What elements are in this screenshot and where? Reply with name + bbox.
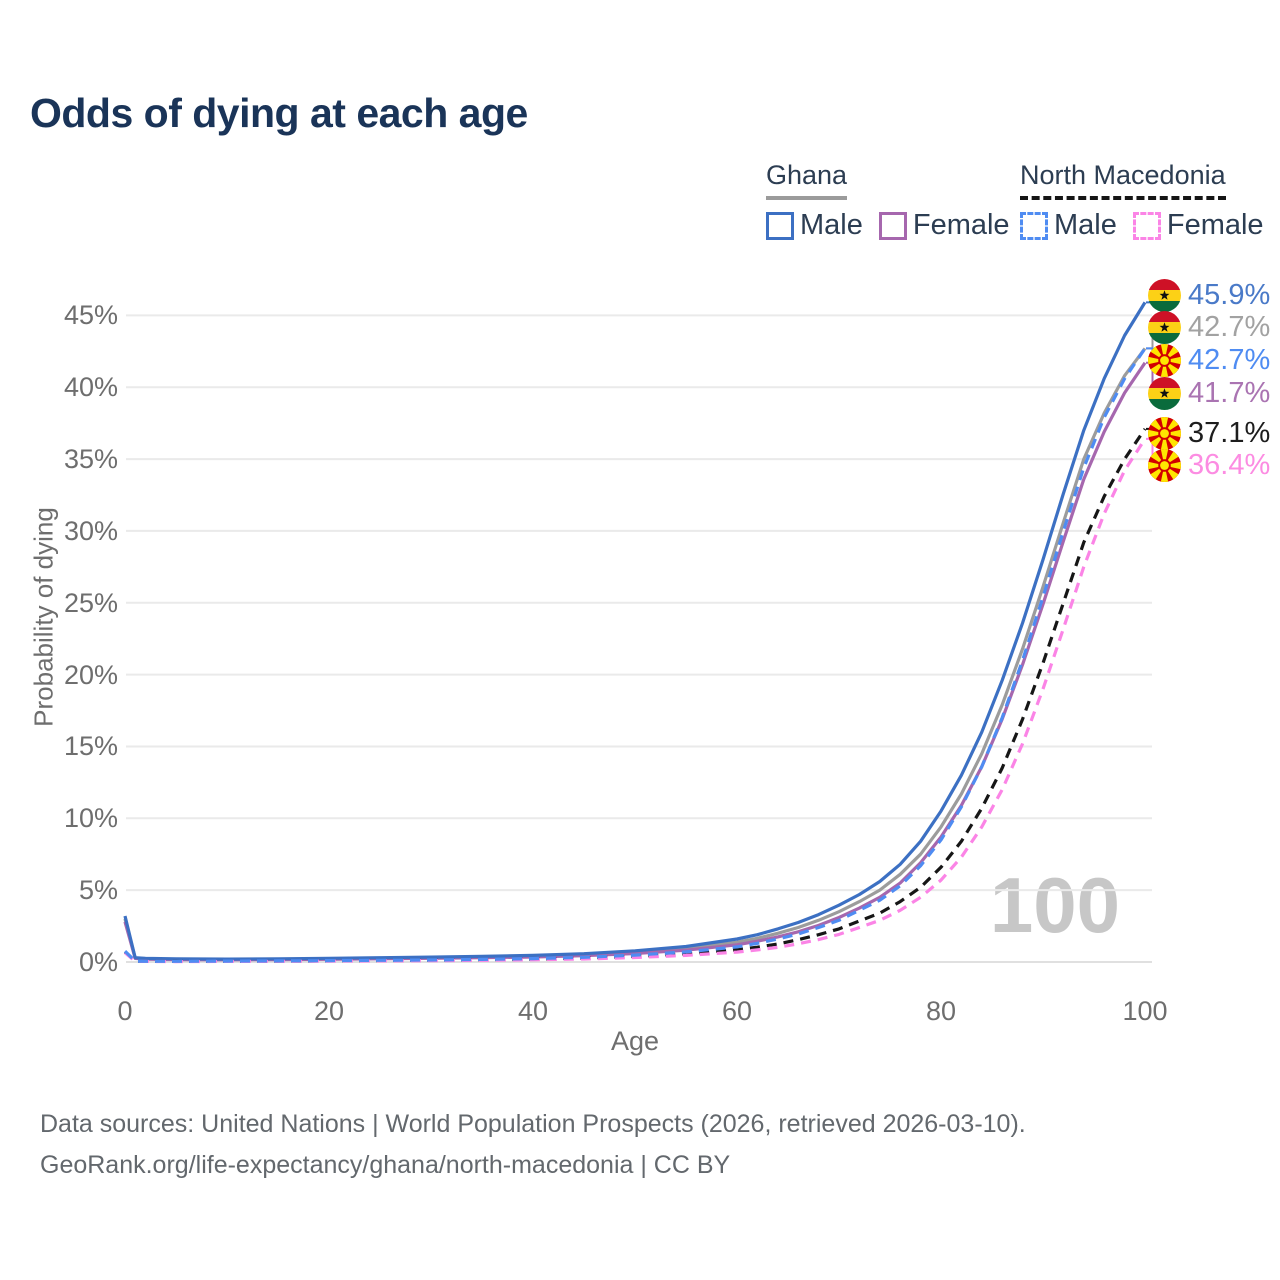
age-counter-watermark: 100 xyxy=(989,861,1120,949)
series-line-ghana-both-sexes[interactable] xyxy=(123,347,1147,962)
y-tick-label: 20% xyxy=(63,659,118,690)
series-line-north-macedonia-male[interactable] xyxy=(123,347,1147,963)
x-tick-label: 20 xyxy=(313,996,345,1026)
north-macedonia-male-swatch-icon xyxy=(1020,211,1048,240)
y-tick-label: 0% xyxy=(78,947,118,977)
legend-group-ghana: Ghana Male Female xyxy=(766,160,1010,242)
north-macedonia-flag-icon xyxy=(1148,343,1181,377)
legend-label: Male xyxy=(800,209,863,241)
end-value: 42.7% xyxy=(1188,310,1271,343)
legend-label: Female xyxy=(1166,209,1264,241)
page-title: Odds of dying at each age xyxy=(30,90,528,136)
legend-header-north-macedonia: North Macedonia xyxy=(1020,160,1226,200)
end-label-north-macedonia-both: 37.1% xyxy=(1148,416,1270,450)
end-label-ghana-female: 41.7% xyxy=(1148,376,1270,410)
footer-data-sources: Data sources: United Nations | World Pop… xyxy=(40,1110,1026,1138)
legend-label: Male xyxy=(1054,209,1117,241)
end-value: 45.9% xyxy=(1188,278,1271,311)
end-label-north-macedonia-female: 36.4% xyxy=(1148,448,1270,482)
legend-item-ghana-male[interactable]: Male xyxy=(766,209,863,242)
legend-label: Female xyxy=(912,209,1010,241)
legend-header-ghana: Ghana xyxy=(766,160,848,200)
x-axis-title: Age xyxy=(610,1026,660,1056)
y-tick-label: 35% xyxy=(63,444,118,475)
legend-item-north-macedonia-male[interactable]: Male xyxy=(1020,209,1117,242)
y-tick-label: 30% xyxy=(63,515,118,546)
legend-item-north-macedonia-female[interactable]: Female xyxy=(1132,209,1264,242)
ghana-female-swatch-icon xyxy=(878,211,907,240)
north-macedonia-flag-icon xyxy=(1148,448,1181,482)
y-tick-label: 10% xyxy=(63,803,118,834)
y-tick-label: 45% xyxy=(63,300,118,331)
y-tick-label: 40% xyxy=(63,372,118,403)
x-tick-label: 80 xyxy=(925,996,957,1026)
series-line-ghana-male[interactable] xyxy=(123,301,1147,961)
series-line-ghana-female[interactable] xyxy=(123,361,1147,962)
legend-group-north-macedonia: North Macedonia Male Female xyxy=(1020,160,1264,242)
footer: Data sources: United Nations | World Pop… xyxy=(40,1104,1026,1186)
north-macedonia-female-swatch-icon xyxy=(1132,211,1161,240)
x-tick-label: 60 xyxy=(721,996,753,1026)
ghana-flag-icon xyxy=(1148,310,1181,344)
series-line-north-macedonia-female[interactable] xyxy=(123,438,1147,964)
end-value: 41.7% xyxy=(1188,376,1271,409)
north-macedonia-flag-icon xyxy=(1148,416,1181,450)
footer-attribution: GeoRank.org/life-expectancy/ghana/north-… xyxy=(40,1151,731,1179)
end-label-ghana-male: 45.9% xyxy=(1148,278,1270,312)
y-tick-label: 15% xyxy=(63,731,118,762)
end-label-ghana-both: 42.7% xyxy=(1148,310,1270,344)
ghana-male-swatch-icon xyxy=(766,211,794,240)
x-tick-label: 40 xyxy=(517,996,549,1026)
x-tick-label: 100 xyxy=(1122,996,1168,1026)
y-tick-label: 25% xyxy=(63,587,118,618)
end-value: 36.4% xyxy=(1188,448,1271,481)
x-tick-label: 0 xyxy=(117,996,133,1026)
y-tick-label: 5% xyxy=(78,875,118,906)
ghana-flag-icon xyxy=(1148,278,1181,312)
end-value: 37.1% xyxy=(1188,416,1271,449)
end-value: 42.7% xyxy=(1188,343,1271,376)
ghana-flag-icon xyxy=(1148,376,1181,410)
end-label-north-macedonia-male: 42.7% xyxy=(1148,343,1270,377)
legend-item-ghana-female[interactable]: Female xyxy=(878,209,1010,242)
series-line-north-macedonia-both-sexes[interactable] xyxy=(123,428,1147,964)
